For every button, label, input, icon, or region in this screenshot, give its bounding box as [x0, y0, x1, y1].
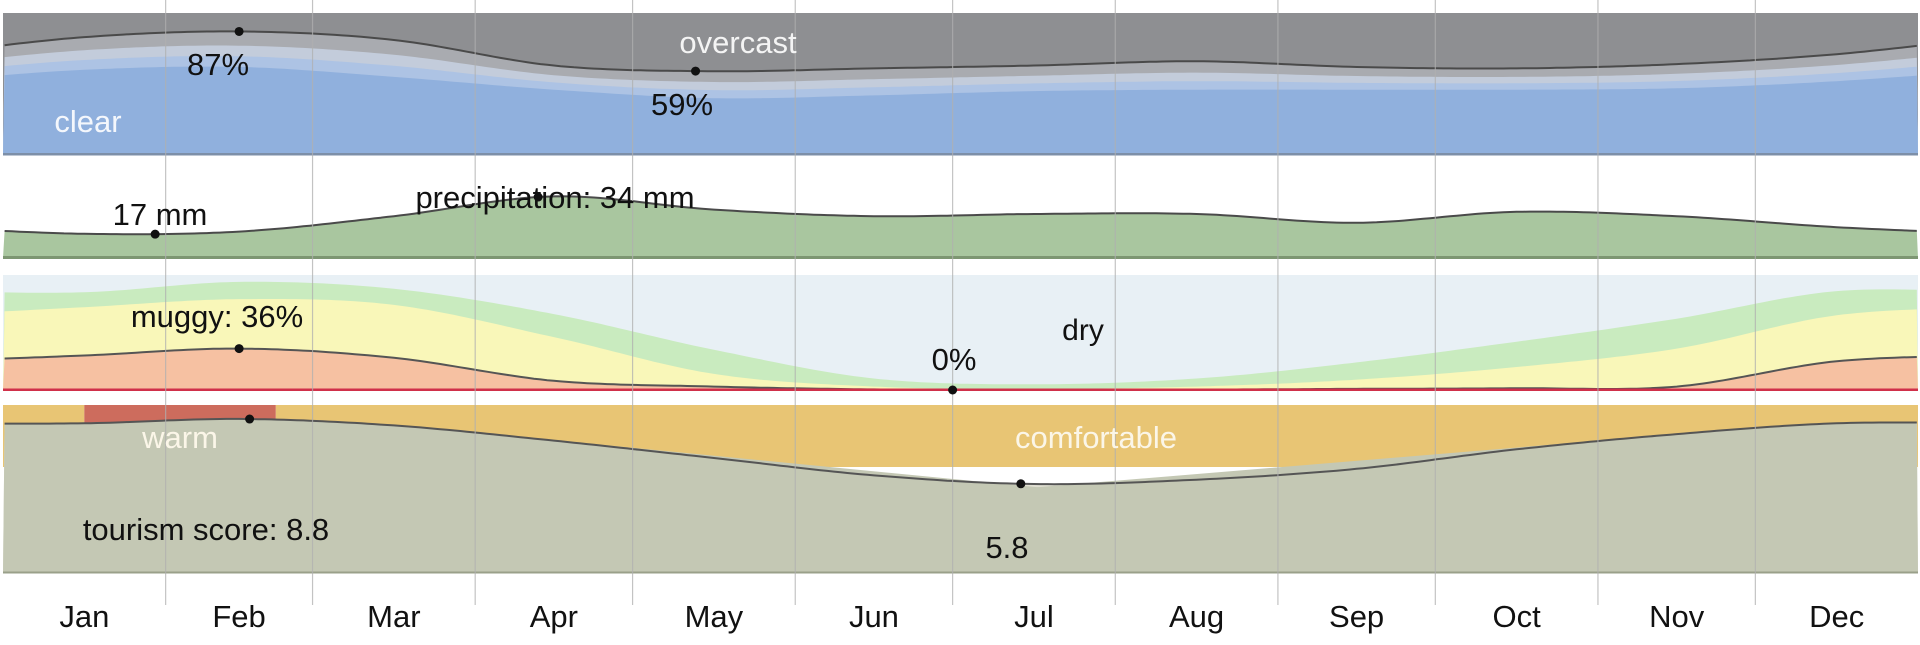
clear-band: [3, 66, 1918, 155]
muggy-min-label: 0%: [932, 342, 977, 377]
month-label-jan: Jan: [59, 599, 109, 634]
cloud-max-dot: [234, 26, 244, 36]
precip-max-dot: [533, 192, 543, 202]
overcast-label: overcast: [679, 25, 797, 60]
temperature-label-comfortable: comfortable: [1015, 420, 1177, 455]
month-label-may: May: [685, 599, 744, 634]
precipitation-line: [4, 195, 1917, 236]
cloud-max-label: 87%: [187, 47, 249, 82]
muggy-max-label: muggy: 36%: [131, 299, 303, 334]
x-axis: Jan Feb Mar Apr May Jun Jul Aug Sep Oct Nov Dec: [59, 599, 1864, 634]
muggy-min-dot: [948, 385, 958, 395]
temperature-label-warm: warm: [141, 420, 218, 455]
precip-min-label: 17 mm: [113, 197, 208, 232]
overcast-line: [4, 30, 1917, 73]
month-label-aug: Aug: [1169, 599, 1224, 634]
sticky-band: [3, 299, 1918, 390]
tourism-max-label: tourism score: 8.8: [83, 512, 329, 547]
muggy-max-dot: [234, 344, 244, 354]
data-areas: [3, 30, 1919, 574]
tourism-min-dot: [1016, 479, 1026, 489]
month-label-dec: Dec: [1809, 599, 1864, 634]
cloud-baseline: [3, 153, 1918, 156]
month-label-jul: Jul: [1014, 599, 1054, 634]
tourism-high-season-end: [3, 422, 1918, 573]
tourism-line: [4, 417, 1917, 486]
month-label-oct: Oct: [1493, 599, 1542, 634]
cloud-min-label: 59%: [651, 87, 713, 122]
precipitation-area: [3, 196, 1918, 258]
month-label-feb: Feb: [212, 599, 265, 634]
month-label-apr: Apr: [530, 599, 578, 634]
month-label-jun: Jun: [849, 599, 899, 634]
data-labels: 87% 59% overcast clear 17 mm precipitation: 3…: [54, 25, 1177, 565]
tourism-baseline: [3, 571, 1918, 574]
tourism-min-label: 5.8: [985, 530, 1028, 565]
muggy-band: [3, 348, 1918, 390]
month-label-mar: Mar: [367, 599, 420, 634]
precipitation-baseline: [3, 256, 1918, 259]
humidity-baseline: [3, 388, 1918, 391]
dry-label: dry: [1062, 314, 1104, 347]
precip-min-dot: [150, 229, 160, 239]
tourism-max-dot: [245, 414, 255, 424]
clear-label: clear: [54, 104, 121, 139]
month-gridlines: [165, 0, 1756, 605]
cloud-min-dot: [691, 66, 701, 76]
precip-max-label: precipitation: 34 mm: [415, 180, 694, 215]
month-label-sep: Sep: [1329, 599, 1384, 634]
month-label-nov: Nov: [1649, 599, 1705, 634]
